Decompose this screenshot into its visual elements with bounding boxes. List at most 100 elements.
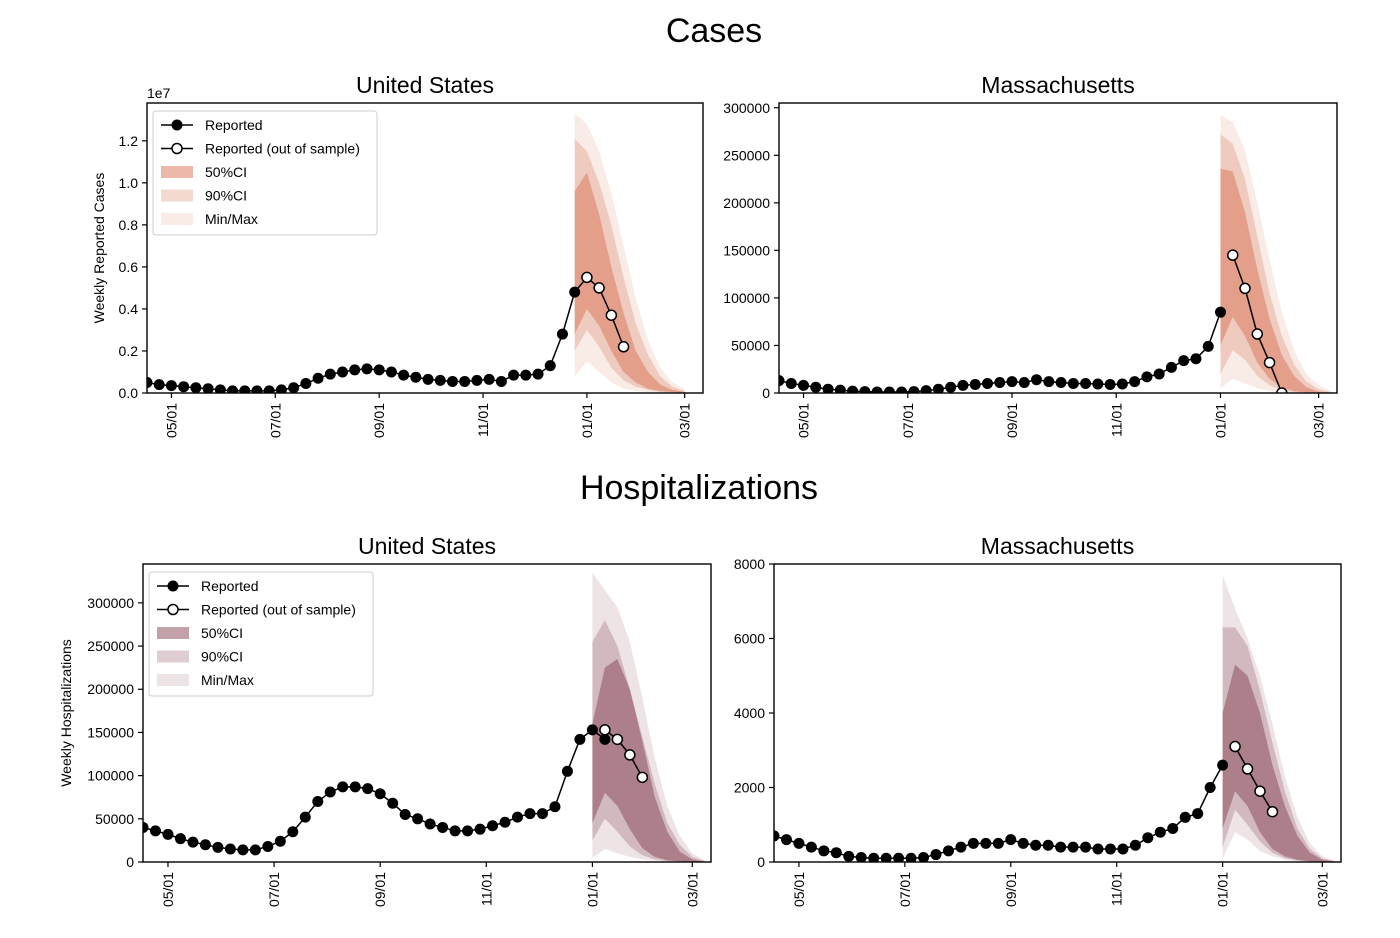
x-tick-label: 07/01 xyxy=(267,403,283,438)
x-tick-label: 01/01 xyxy=(1212,403,1228,438)
reported-point xyxy=(1154,826,1166,838)
reported-point xyxy=(1192,808,1204,820)
reported-point xyxy=(798,379,810,391)
reported-point xyxy=(288,382,300,393)
band-50ci xyxy=(574,172,685,393)
reported-point xyxy=(143,821,149,833)
reported-point xyxy=(871,386,883,393)
reported-point xyxy=(805,841,817,853)
reported-point xyxy=(905,852,917,862)
legend-swatch-band xyxy=(157,674,189,686)
y-tick-label: 0.6 xyxy=(119,259,139,275)
reported-point xyxy=(410,371,422,383)
y-tick-label: 0.4 xyxy=(119,301,139,317)
reported-point xyxy=(774,830,780,842)
x-tick-label: 09/01 xyxy=(371,403,387,438)
reported-point xyxy=(1042,839,1054,851)
out-of-sample-point xyxy=(611,733,624,746)
chart-cases-ma: 0 50000 100000 150000 200000 250000 300000 05/0… xyxy=(723,72,1338,438)
reported-point xyxy=(349,781,361,793)
reported-point xyxy=(249,844,261,856)
out-of-sample-point xyxy=(1229,740,1241,753)
chart-hosp-ma: 0 2000 4000 6000 8000 05/01 07/01 09/01 11/01 01/… xyxy=(734,533,1342,907)
reported-point xyxy=(1031,374,1043,386)
plot-area xyxy=(774,575,1335,862)
reported-point xyxy=(512,811,524,823)
reported-point xyxy=(162,828,174,840)
y-tick-label: 0.8 xyxy=(119,217,139,233)
legend-swatch-band xyxy=(157,650,189,663)
y-tick-label: 50000 xyxy=(731,337,770,353)
reported-point xyxy=(980,837,992,849)
x-tick-label: 05/01 xyxy=(796,403,812,438)
reported-point xyxy=(424,818,436,830)
reported-point xyxy=(362,783,374,795)
reported-point xyxy=(449,825,461,837)
legend-label: 50%CI xyxy=(205,164,247,180)
y-tick-label: 150000 xyxy=(87,724,134,740)
y-tick-label: 100000 xyxy=(723,290,770,306)
x-tick-label: 05/01 xyxy=(160,872,176,907)
reported-point xyxy=(822,383,834,393)
reported-point xyxy=(385,366,397,378)
y-tick-label: 0.2 xyxy=(119,343,139,359)
reported-point xyxy=(1067,841,1079,853)
reported-point xyxy=(524,808,536,820)
legend-marker-reported xyxy=(167,580,179,592)
reported-point xyxy=(287,826,299,838)
reported-point xyxy=(918,852,930,862)
x-tick-label: 05/01 xyxy=(163,403,179,438)
x-tick-label: 05/01 xyxy=(791,872,807,907)
y-tick-label: 0 xyxy=(126,854,134,870)
out-of-sample-point xyxy=(1254,785,1266,797)
reported-point xyxy=(908,386,920,393)
band-50ci xyxy=(1222,664,1335,862)
reported-point xyxy=(574,733,586,745)
x-tick-label: 01/01 xyxy=(579,403,595,438)
reported-point xyxy=(843,850,855,862)
axes-frame xyxy=(778,102,1338,394)
x-tick-label: 03/01 xyxy=(684,872,700,907)
reported-point xyxy=(187,836,199,848)
reported-point xyxy=(1017,837,1029,849)
reported-point xyxy=(373,364,385,376)
axes-frame xyxy=(146,102,704,394)
out-of-sample-point xyxy=(1266,805,1279,818)
reported-point xyxy=(237,844,249,856)
reported-point xyxy=(855,852,867,862)
reported-point xyxy=(174,833,186,845)
legend-swatch-band xyxy=(157,627,189,639)
reported-point xyxy=(387,797,399,809)
reported-point xyxy=(190,382,202,393)
reported-point xyxy=(561,765,573,777)
reported-point xyxy=(495,375,507,387)
reported-point xyxy=(263,385,275,393)
x-tick-label: 11/01 xyxy=(475,403,491,437)
legend-swatch-band xyxy=(161,213,193,225)
reported-point xyxy=(1202,340,1214,352)
reported-point xyxy=(920,385,932,393)
reported-point xyxy=(412,813,424,825)
legend-label: 90%CI xyxy=(201,649,243,665)
reported-point xyxy=(1178,355,1190,367)
reported-point xyxy=(422,373,434,385)
reported-point xyxy=(981,377,993,389)
y-tick-label: 200000 xyxy=(723,195,770,211)
y-tick-label: 250000 xyxy=(87,638,134,654)
out-of-sample-line xyxy=(1234,746,1274,813)
panel-title: Massachusetts xyxy=(981,533,1134,559)
out-of-sample-line xyxy=(586,276,625,348)
reported-point xyxy=(883,386,895,393)
reported-point xyxy=(508,369,520,381)
reported-point xyxy=(1204,782,1216,793)
reported-point xyxy=(214,384,226,393)
x-tick-label: 11/01 xyxy=(1108,403,1124,437)
reported-point xyxy=(569,286,581,298)
reported-point xyxy=(1142,832,1154,844)
reported-point xyxy=(1067,377,1079,389)
reported-point xyxy=(275,384,287,393)
y-tick-label: 200000 xyxy=(87,681,134,697)
reported-point xyxy=(955,841,967,853)
y-tick-label: 6000 xyxy=(734,631,765,647)
out-of-sample-point xyxy=(605,309,618,321)
